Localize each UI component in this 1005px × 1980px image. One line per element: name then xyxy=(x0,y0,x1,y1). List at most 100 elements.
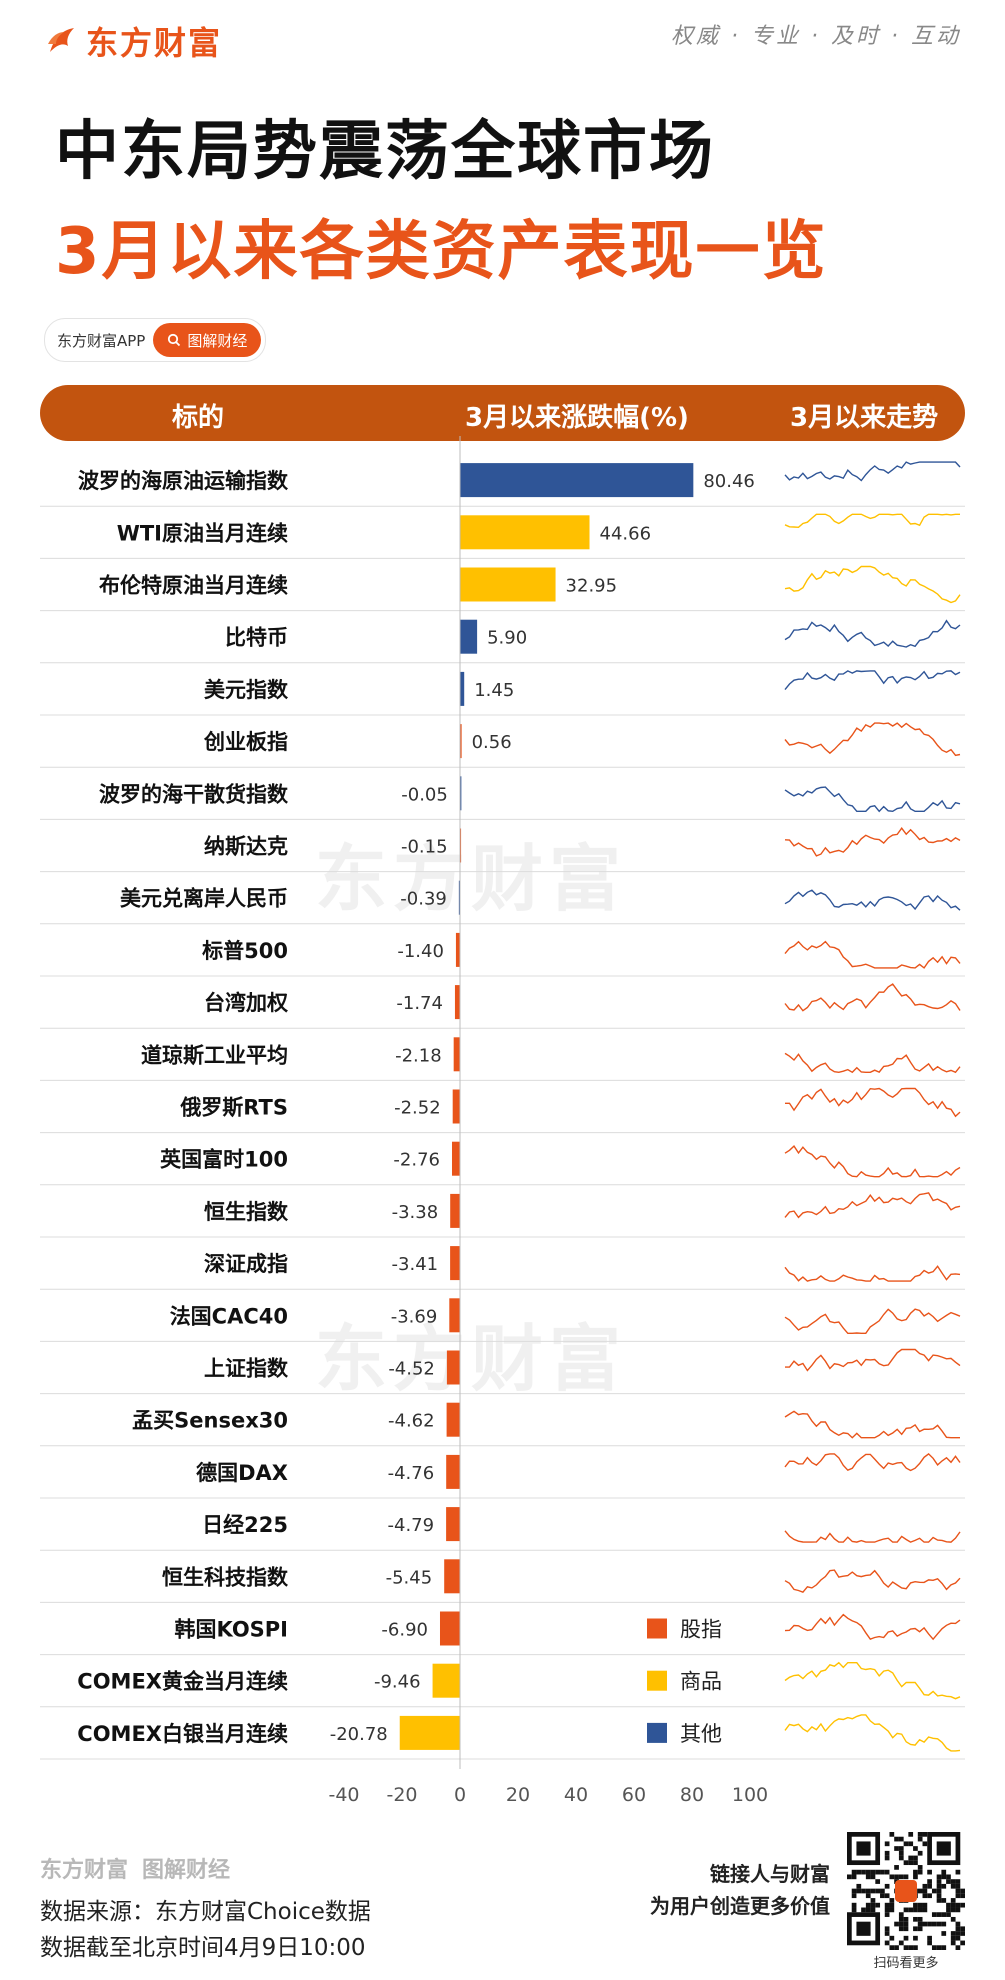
trend-sparkline xyxy=(784,619,961,648)
value-label: 44.66 xyxy=(600,523,652,544)
bar xyxy=(432,1663,460,1698)
trend-sparkline xyxy=(784,940,961,969)
trend-sparkline xyxy=(785,1348,961,1372)
footer-slogan-line1: 链接人与财富 xyxy=(710,1862,830,1886)
qr-label: 扫码看更多 xyxy=(873,1956,939,1971)
bar xyxy=(450,1246,460,1281)
row-label: 台湾加权 xyxy=(204,991,288,1015)
trend-sparkline xyxy=(784,1714,961,1752)
x-tick-label: -40 xyxy=(328,1784,359,1806)
bar xyxy=(446,1454,460,1489)
row-label: 美元兑离岸人民币 xyxy=(120,887,288,911)
bar xyxy=(452,1089,460,1124)
footer-brand: 东方财富 xyxy=(40,1858,129,1883)
bar xyxy=(446,1402,460,1437)
bar xyxy=(439,1611,460,1646)
value-label: -1.74 xyxy=(396,993,443,1014)
value-label: -4.79 xyxy=(388,1515,435,1536)
table-header-col2: 3月以来涨跌幅(%) xyxy=(465,403,689,433)
trend-sparkline xyxy=(784,1265,961,1282)
row-label: 标普500 xyxy=(202,939,288,963)
trend-sparkline xyxy=(784,1308,961,1334)
footer-brand-tag: 图解财经 xyxy=(142,1858,231,1883)
table-header-col3: 3月以来走势 xyxy=(790,403,939,433)
trend-sparkline xyxy=(784,670,961,691)
trend-sparkline xyxy=(784,1410,960,1439)
value-label: -6.90 xyxy=(381,1620,428,1641)
row-label: COMEX黄金当月连续 xyxy=(77,1670,288,1694)
row-label: 恒生指数 xyxy=(204,1200,289,1224)
value-label: 5.90 xyxy=(487,628,527,649)
value-label: -0.05 xyxy=(401,784,448,805)
row-label: COMEX白银当月连续 xyxy=(77,1722,288,1746)
value-labels-group: 80.4644.6632.955.901.450.56-0.05-0.15-0.… xyxy=(330,471,755,1745)
trend-sparkline xyxy=(784,786,961,813)
bar xyxy=(450,1193,460,1228)
trend-sparkline xyxy=(784,1569,961,1594)
app-badge-pill: 图解财经 xyxy=(153,323,262,357)
bars-group xyxy=(399,463,694,1750)
bar xyxy=(460,724,462,759)
value-label: -9.46 xyxy=(374,1672,421,1693)
app-badge-pill-label: 图解财经 xyxy=(187,331,248,350)
value-label: -2.18 xyxy=(395,1045,442,1066)
value-label: -3.38 xyxy=(392,1202,439,1223)
value-label: -4.76 xyxy=(388,1463,435,1484)
data-source: 数据来源：东方财富Choice数据 xyxy=(40,1899,371,1925)
qr-code[interactable] xyxy=(847,1832,965,1950)
trend-sparkline xyxy=(784,983,961,1012)
trend-sparkline xyxy=(784,1613,961,1641)
row-label: 波罗的海原油运输指数 xyxy=(78,469,289,493)
value-label: 80.46 xyxy=(703,471,755,492)
watermark-2: 东方财富 xyxy=(315,1317,628,1401)
brand-name: 东方财富 xyxy=(86,24,223,62)
x-tick-label: 80 xyxy=(680,1784,704,1806)
row-label: 上证指数 xyxy=(204,1357,289,1381)
value-label: -5.45 xyxy=(386,1567,433,1588)
trend-sparkline xyxy=(784,1661,961,1700)
value-label: 0.56 xyxy=(472,732,512,753)
bar xyxy=(453,1037,460,1072)
table-header: 标的 3月以来涨跌幅(%) 3月以来走势 xyxy=(40,385,965,441)
sparklines-group xyxy=(784,461,961,1752)
legend-label: 其他 xyxy=(680,1722,722,1746)
x-tick-label: 0 xyxy=(454,1784,466,1806)
row-label: 德国DAX xyxy=(196,1461,288,1485)
trend-sparkline xyxy=(784,1052,961,1074)
trend-sparkline xyxy=(784,1145,961,1178)
bar xyxy=(451,1141,460,1176)
x-tick-label: -20 xyxy=(386,1784,417,1806)
value-label: -20.78 xyxy=(330,1724,388,1745)
row-label: 道琼斯工业平均 xyxy=(141,1043,288,1067)
row-label: WTI原油当月连续 xyxy=(117,521,288,545)
bar xyxy=(455,932,460,967)
bar xyxy=(446,1507,460,1542)
bar xyxy=(444,1559,460,1594)
legend-swatch xyxy=(647,1618,667,1639)
trend-sparkline xyxy=(784,565,961,604)
trend-sparkline xyxy=(784,1530,961,1543)
value-label: -2.52 xyxy=(394,1098,441,1119)
x-tick-label: 60 xyxy=(622,1784,646,1806)
brand-logo: 东方财富 xyxy=(44,18,222,64)
app-badge-label: 东方财富APP xyxy=(57,331,146,350)
x-axis: -40 -20 0 20 40 60 80 100 xyxy=(328,436,768,1806)
bar xyxy=(460,671,465,706)
data-cutoff: 数据截至北京时间4月9日10:00 xyxy=(40,1935,366,1961)
page-title-line2: 3月以来各类资产表现一览 xyxy=(55,215,828,289)
legend-swatch xyxy=(647,1722,667,1743)
row-labels-group: 波罗的海原油运输指数 WTI原油当月连续布伦特原油当月连续比特币美元指数创业板指波… xyxy=(77,469,289,1746)
bar xyxy=(460,515,590,550)
app-badge: 东方财富APP 图解财经 xyxy=(44,318,267,362)
search-icon xyxy=(168,333,181,347)
x-tick-label: 40 xyxy=(564,1784,588,1806)
x-tick-label: 20 xyxy=(506,1784,530,1806)
bar xyxy=(454,985,460,1020)
x-tick-label: 100 xyxy=(732,1784,768,1806)
row-label: 深证成指 xyxy=(204,1252,288,1276)
trend-sparkline xyxy=(784,461,961,482)
legend-label: 股指 xyxy=(680,1618,722,1642)
header-slogan: 权威 · 专业 · 及时 · 互动 xyxy=(671,24,961,49)
